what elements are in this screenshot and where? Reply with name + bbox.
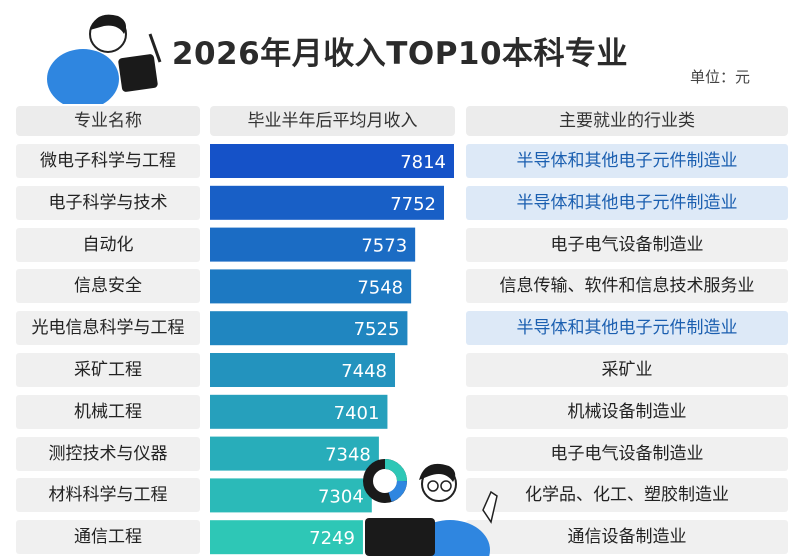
major-name: 采矿工程 <box>16 353 200 387</box>
income-bar <box>210 353 396 387</box>
industry-label: 半导体和其他电子元件制造业 <box>466 144 788 178</box>
industry-label: 信息传输、软件和信息技术服务业 <box>466 269 788 304</box>
unit-label: 单位：元 <box>689 68 750 86</box>
person-with-tablet-illustration <box>47 14 162 104</box>
major-name: 自动化 <box>16 227 200 262</box>
income-value-label: 7401 <box>334 403 380 424</box>
income-value-label: 7573 <box>361 236 407 257</box>
income-value-label: 7814 <box>400 152 446 173</box>
industry-label: 电子电气设备制造业 <box>466 436 788 471</box>
income-bar <box>210 311 408 346</box>
income-bar <box>210 478 372 513</box>
donut-chart-icon <box>363 459 407 503</box>
income-bar <box>210 227 416 262</box>
major-name: 光电信息科学与工程 <box>16 311 200 346</box>
industry-label: 电子电气设备制造业 <box>466 227 788 262</box>
major-name: 机械工程 <box>16 394 200 429</box>
income-value-label: 7548 <box>357 277 403 298</box>
major-name: 测控技术与仪器 <box>16 436 200 471</box>
income-bar <box>210 144 454 178</box>
income-value-label: 7448 <box>341 361 387 382</box>
chart-title: 2026年月收入TOP10本科专业 <box>171 36 629 72</box>
major-name: 微电子科学与工程 <box>16 144 200 178</box>
income-value-label: 7249 <box>309 528 355 549</box>
industry-label: 采矿业 <box>466 353 788 387</box>
income-bar <box>210 269 412 304</box>
income-value-label: 7525 <box>354 319 400 340</box>
major-name: 材料科学与工程 <box>16 478 200 513</box>
income-bar <box>210 394 388 429</box>
industry-label: 半导体和其他电子元件制造业 <box>466 185 788 220</box>
header-income: 毕业半年后平均月收入 <box>210 106 455 136</box>
income-value-label: 7752 <box>390 194 436 215</box>
person-with-laptop-illustration <box>365 463 498 556</box>
major-name: 通信工程 <box>16 520 200 555</box>
industry-label: 化学品、化工、塑胶制造业 <box>466 478 788 513</box>
income-value-label: 7348 <box>325 445 371 466</box>
industry-label: 机械设备制造业 <box>466 394 788 429</box>
industry-label: 通信设备制造业 <box>466 520 788 555</box>
income-bar <box>210 436 379 471</box>
major-name: 电子科学与技术 <box>16 185 200 220</box>
header-major: 专业名称 <box>16 106 200 136</box>
income-value-label: 7304 <box>318 486 364 507</box>
income-bar <box>210 185 445 220</box>
major-name: 信息安全 <box>16 269 200 304</box>
industry-label: 半导体和其他电子元件制造业 <box>466 311 788 346</box>
income-bar <box>210 520 363 555</box>
header-industry: 主要就业的行业类 <box>466 106 788 136</box>
